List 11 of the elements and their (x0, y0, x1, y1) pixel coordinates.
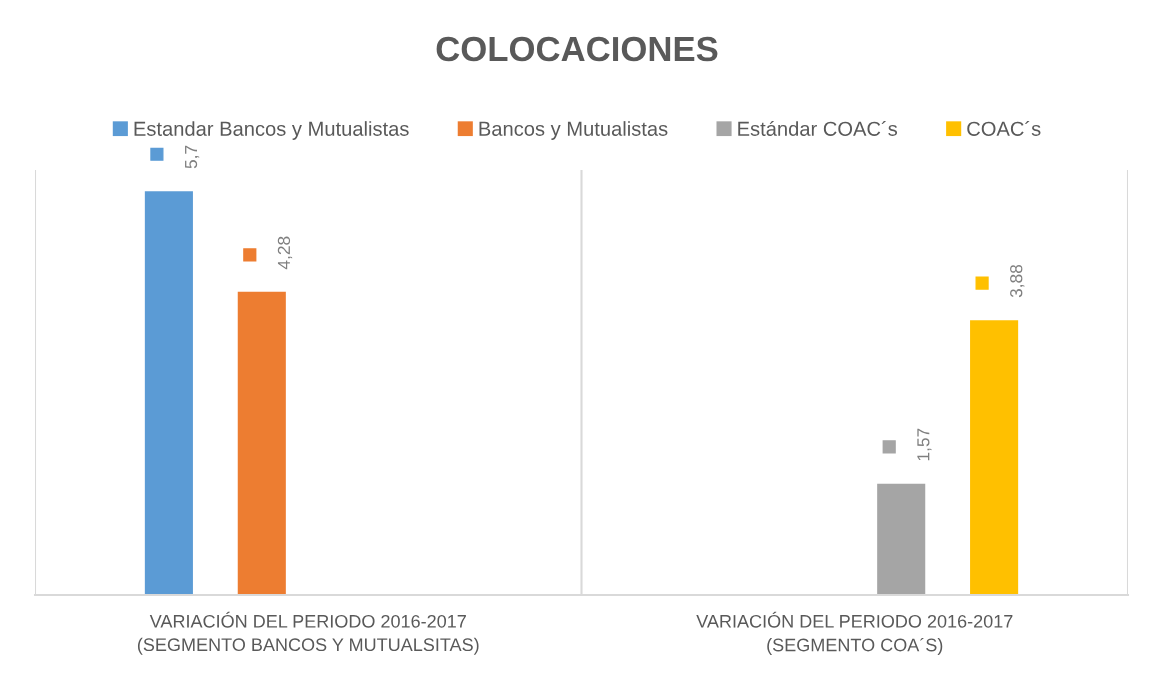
data-label: 3,88 (1010, 264, 1025, 298)
legend-label: Estándar COAC´s (738, 120, 898, 136)
legend-label: Bancos y Mutualistas (479, 121, 668, 140)
x-tick-label: VARIACIÓN DEL PERIODO 2016-2017 (SEGMENTO COA´S) (696, 611, 1013, 655)
data-label: 4,28 (277, 236, 293, 270)
legend-label: COAC´s (967, 120, 1041, 136)
legend-label: Estandar Bancos y Mutualistas (134, 121, 409, 140)
data-label: 1,57 (917, 428, 932, 461)
x-tick-label: VARIACIÓN DEL PERIODO 2016-2017 (SEGMENTO BANCOS Y MUTUALSITAS) (137, 611, 479, 655)
data-label: 5,7 (185, 145, 200, 169)
chart-title: COLOCACIONES (436, 36, 718, 62)
